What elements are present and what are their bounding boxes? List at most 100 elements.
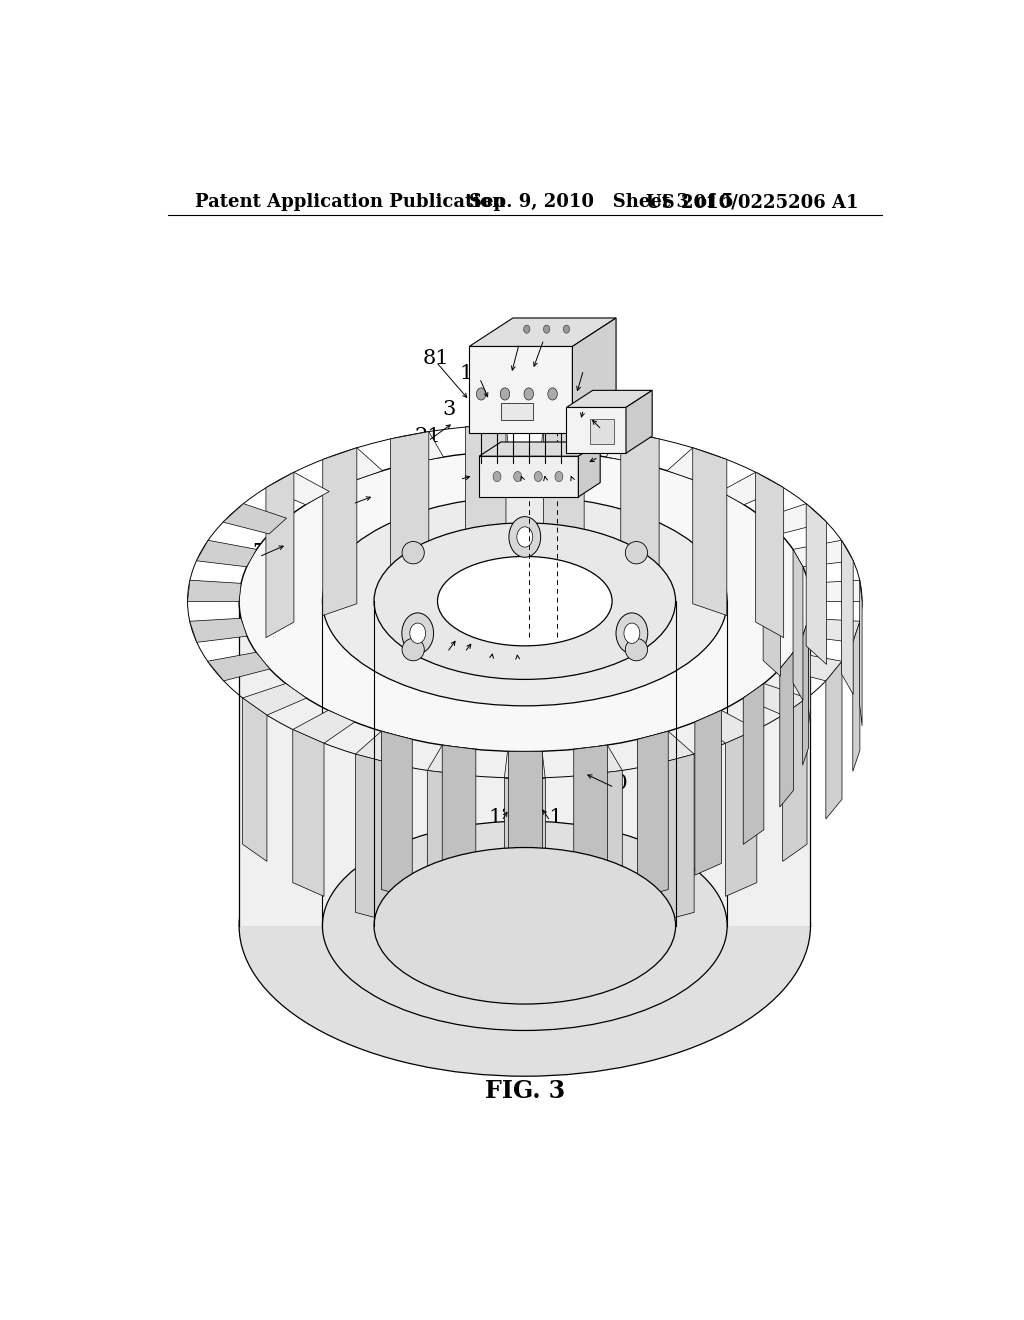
Text: FIG. 3: FIG. 3	[484, 1080, 565, 1104]
Polygon shape	[390, 432, 443, 463]
Polygon shape	[825, 661, 842, 818]
Ellipse shape	[374, 847, 676, 1005]
Polygon shape	[693, 447, 727, 615]
Polygon shape	[743, 684, 807, 715]
Polygon shape	[763, 504, 826, 535]
Polygon shape	[266, 473, 294, 638]
Polygon shape	[803, 618, 860, 643]
Polygon shape	[637, 731, 669, 898]
Ellipse shape	[239, 775, 811, 1076]
Ellipse shape	[402, 639, 424, 661]
Polygon shape	[427, 746, 476, 775]
Text: 3: 3	[442, 400, 456, 418]
Ellipse shape	[626, 541, 647, 564]
Circle shape	[544, 325, 550, 333]
Polygon shape	[469, 346, 572, 433]
Polygon shape	[243, 698, 267, 862]
Polygon shape	[626, 391, 652, 453]
Polygon shape	[505, 751, 545, 777]
Circle shape	[524, 388, 534, 400]
Ellipse shape	[374, 523, 676, 680]
Circle shape	[494, 471, 501, 482]
Ellipse shape	[626, 639, 647, 661]
Circle shape	[509, 516, 541, 557]
Circle shape	[523, 325, 530, 333]
Ellipse shape	[437, 557, 612, 645]
Polygon shape	[466, 425, 509, 453]
Polygon shape	[657, 754, 694, 921]
Polygon shape	[427, 771, 467, 937]
Text: 2: 2	[538, 326, 551, 345]
Polygon shape	[208, 652, 269, 681]
Polygon shape	[572, 318, 616, 433]
Text: Sep. 9, 2010   Sheet 3 of 5: Sep. 9, 2010 Sheet 3 of 5	[469, 193, 734, 211]
Polygon shape	[544, 425, 584, 590]
Text: 131: 131	[460, 364, 500, 383]
Polygon shape	[508, 751, 542, 913]
Polygon shape	[806, 504, 826, 664]
Text: 18: 18	[570, 356, 597, 375]
Polygon shape	[743, 684, 764, 845]
Text: 5: 5	[346, 491, 359, 510]
Polygon shape	[355, 731, 413, 764]
Polygon shape	[583, 771, 623, 937]
Polygon shape	[266, 473, 330, 504]
Polygon shape	[293, 710, 354, 743]
Text: 81: 81	[423, 348, 450, 368]
Polygon shape	[479, 457, 579, 496]
Polygon shape	[442, 746, 476, 911]
Text: US 2010/0225206 A1: US 2010/0225206 A1	[645, 193, 858, 211]
Polygon shape	[809, 581, 862, 602]
Ellipse shape	[239, 450, 811, 751]
Polygon shape	[501, 403, 532, 420]
Text: 11: 11	[537, 808, 563, 826]
Text: 21: 21	[570, 396, 597, 414]
Circle shape	[555, 471, 563, 482]
Polygon shape	[323, 447, 383, 480]
Polygon shape	[780, 652, 842, 681]
Circle shape	[548, 388, 557, 400]
Polygon shape	[853, 622, 860, 771]
Circle shape	[410, 623, 426, 643]
Circle shape	[624, 623, 640, 643]
Polygon shape	[637, 731, 694, 764]
Circle shape	[401, 612, 433, 653]
Polygon shape	[189, 618, 247, 643]
Circle shape	[500, 388, 510, 400]
Polygon shape	[782, 698, 807, 862]
Polygon shape	[695, 710, 721, 875]
Polygon shape	[860, 581, 862, 726]
Text: 91: 91	[506, 330, 532, 348]
Polygon shape	[695, 710, 757, 743]
Circle shape	[517, 527, 532, 546]
Circle shape	[563, 325, 569, 333]
Polygon shape	[323, 447, 356, 615]
Polygon shape	[793, 540, 853, 566]
Polygon shape	[726, 730, 757, 896]
Text: 23: 23	[446, 466, 473, 484]
Ellipse shape	[323, 821, 727, 1031]
Text: 10: 10	[601, 774, 628, 793]
Polygon shape	[809, 583, 810, 726]
Polygon shape	[842, 540, 853, 694]
Text: 2: 2	[516, 466, 529, 484]
Circle shape	[476, 388, 486, 400]
Ellipse shape	[323, 496, 727, 706]
Text: 7: 7	[252, 544, 265, 562]
Text: Patent Application Publication: Patent Application Publication	[196, 193, 506, 211]
Circle shape	[616, 612, 648, 653]
Polygon shape	[240, 601, 811, 925]
Polygon shape	[756, 473, 783, 638]
Polygon shape	[720, 473, 783, 504]
Polygon shape	[469, 318, 616, 346]
Text: 8: 8	[458, 639, 471, 657]
Text: 13: 13	[478, 645, 505, 664]
Polygon shape	[243, 684, 306, 715]
Text: 12: 12	[488, 808, 515, 826]
Polygon shape	[803, 618, 809, 766]
Polygon shape	[541, 425, 584, 453]
Polygon shape	[381, 731, 413, 898]
Polygon shape	[590, 418, 613, 444]
Polygon shape	[667, 447, 727, 480]
Polygon shape	[223, 504, 287, 535]
